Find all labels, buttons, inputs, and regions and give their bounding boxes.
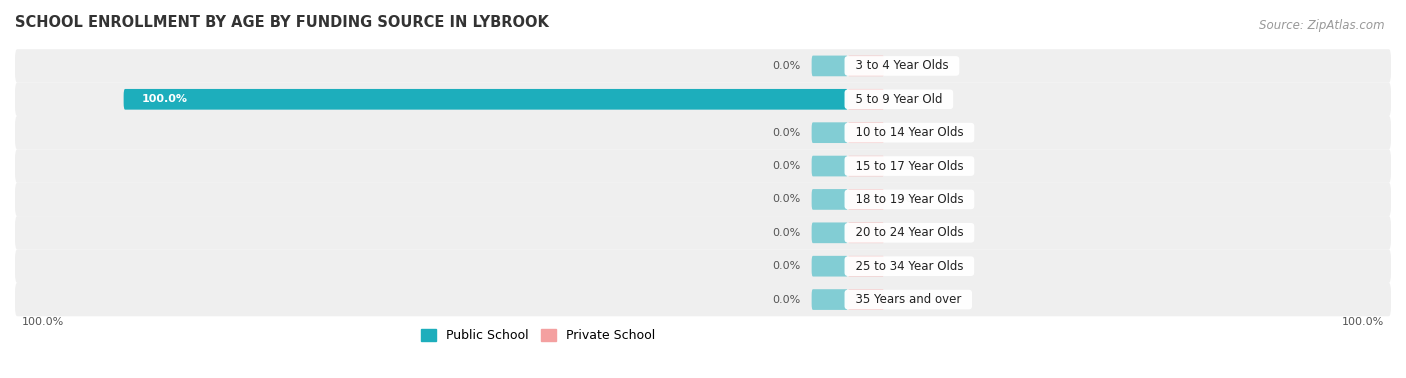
Text: 5 to 9 Year Old: 5 to 9 Year Old: [848, 93, 950, 106]
Text: 0.0%: 0.0%: [894, 228, 924, 238]
FancyBboxPatch shape: [811, 189, 848, 210]
Text: 10 to 14 Year Olds: 10 to 14 Year Olds: [848, 126, 972, 139]
FancyBboxPatch shape: [848, 289, 884, 310]
Text: 0.0%: 0.0%: [772, 194, 801, 204]
FancyBboxPatch shape: [811, 256, 848, 277]
Text: 0.0%: 0.0%: [894, 294, 924, 305]
Text: 25 to 34 Year Olds: 25 to 34 Year Olds: [848, 260, 970, 273]
Text: 100.0%: 100.0%: [22, 317, 65, 327]
Text: 20 to 24 Year Olds: 20 to 24 Year Olds: [848, 226, 972, 239]
Text: Source: ZipAtlas.com: Source: ZipAtlas.com: [1260, 19, 1385, 32]
FancyBboxPatch shape: [15, 283, 1391, 316]
Text: 0.0%: 0.0%: [772, 61, 801, 71]
Text: 0.0%: 0.0%: [894, 94, 924, 104]
Text: 0.0%: 0.0%: [894, 161, 924, 171]
FancyBboxPatch shape: [811, 56, 848, 76]
FancyBboxPatch shape: [848, 122, 884, 143]
Text: SCHOOL ENROLLMENT BY AGE BY FUNDING SOURCE IN LYBROOK: SCHOOL ENROLLMENT BY AGE BY FUNDING SOUR…: [15, 15, 548, 30]
Text: 35 Years and over: 35 Years and over: [848, 293, 969, 306]
Text: 0.0%: 0.0%: [772, 294, 801, 305]
Text: 100.0%: 100.0%: [1341, 317, 1384, 327]
FancyBboxPatch shape: [811, 223, 848, 243]
FancyBboxPatch shape: [848, 189, 884, 210]
FancyBboxPatch shape: [811, 156, 848, 177]
FancyBboxPatch shape: [15, 216, 1391, 249]
FancyBboxPatch shape: [811, 122, 848, 143]
FancyBboxPatch shape: [848, 223, 884, 243]
Text: 0.0%: 0.0%: [894, 61, 924, 71]
FancyBboxPatch shape: [15, 83, 1391, 116]
Text: 0.0%: 0.0%: [894, 128, 924, 138]
Text: 0.0%: 0.0%: [772, 228, 801, 238]
FancyBboxPatch shape: [15, 116, 1391, 149]
FancyBboxPatch shape: [848, 56, 884, 76]
FancyBboxPatch shape: [15, 249, 1391, 283]
FancyBboxPatch shape: [15, 49, 1391, 83]
FancyBboxPatch shape: [15, 183, 1391, 216]
FancyBboxPatch shape: [848, 89, 884, 110]
Text: 15 to 17 Year Olds: 15 to 17 Year Olds: [848, 160, 972, 172]
Text: 0.0%: 0.0%: [772, 128, 801, 138]
Text: 0.0%: 0.0%: [772, 261, 801, 271]
Text: 100.0%: 100.0%: [142, 94, 188, 104]
Text: 3 to 4 Year Olds: 3 to 4 Year Olds: [848, 59, 956, 73]
FancyBboxPatch shape: [124, 89, 848, 110]
Text: 18 to 19 Year Olds: 18 to 19 Year Olds: [848, 193, 972, 206]
Text: 0.0%: 0.0%: [894, 194, 924, 204]
Text: 0.0%: 0.0%: [894, 261, 924, 271]
Text: 0.0%: 0.0%: [772, 161, 801, 171]
FancyBboxPatch shape: [848, 156, 884, 177]
Legend: Public School, Private School: Public School, Private School: [416, 324, 659, 347]
FancyBboxPatch shape: [848, 256, 884, 277]
FancyBboxPatch shape: [811, 289, 848, 310]
FancyBboxPatch shape: [15, 149, 1391, 183]
